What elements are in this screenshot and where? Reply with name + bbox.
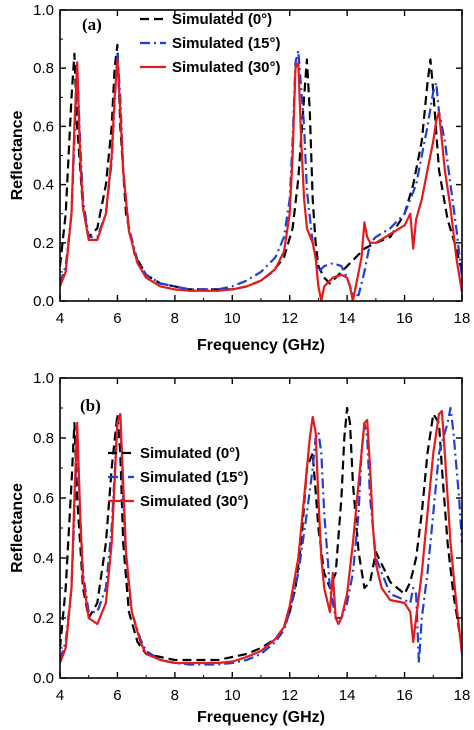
plot-frame bbox=[59, 9, 463, 302]
chart-panel-a: 4 6 8 10 12 14 16 18 0.0 0.2 0.4 0.6 0.8 1.0 Frequency… bbox=[9, 2, 470, 354]
series-line-0 bbox=[60, 406, 462, 662]
x-tick-label: 6 bbox=[113, 310, 121, 327]
y-tick-label: 0.8 bbox=[33, 430, 54, 447]
x-tick-label: 18 bbox=[454, 310, 471, 327]
x-tick-label: 12 bbox=[281, 310, 298, 327]
y-tick-label: 1.0 bbox=[33, 2, 54, 19]
y-tick-label: 1.0 bbox=[33, 370, 54, 387]
y-tick-label: 0.4 bbox=[33, 177, 54, 194]
series-line-1 bbox=[60, 49, 462, 297]
legend-label-1: Simulated (15°) bbox=[172, 35, 281, 52]
y-tick-label: 0.4 bbox=[33, 550, 54, 567]
series-line-2 bbox=[60, 58, 462, 301]
legend-label-0: Simulated (0°) bbox=[172, 11, 272, 28]
x-tick-label: 18 bbox=[454, 687, 471, 704]
y-tick-label: 0.6 bbox=[33, 118, 54, 135]
y-tick-label: 0.2 bbox=[33, 235, 54, 252]
legend-label-2: Simulated (30°) bbox=[140, 493, 249, 510]
x-tick-label: 16 bbox=[396, 687, 413, 704]
series-line-0 bbox=[60, 43, 462, 291]
y-axis-label: Reflectance bbox=[9, 483, 26, 573]
x-axis-label: Frequency (GHz) bbox=[197, 337, 325, 354]
x-axis-label: Frequency (GHz) bbox=[197, 709, 325, 726]
legend: Simulated (0°) Simulated (15°) Simulated (… bbox=[108, 445, 249, 510]
y-tick-label: 0.0 bbox=[33, 670, 54, 687]
x-tick-label: 4 bbox=[56, 310, 64, 327]
x-tick-label: 10 bbox=[224, 310, 241, 327]
legend-label-0: Simulated (0°) bbox=[140, 445, 240, 462]
x-tick-label: 8 bbox=[171, 310, 179, 327]
x-tick-label: 12 bbox=[281, 687, 298, 704]
legend-label-1: Simulated (15°) bbox=[140, 469, 249, 486]
series-line-2 bbox=[60, 409, 462, 665]
y-tick-label: 0.6 bbox=[33, 490, 54, 507]
legend: Simulated (0°) Simulated (15°) Simulated (… bbox=[140, 11, 281, 76]
x-tick-label: 8 bbox=[171, 687, 179, 704]
x-tick-label: 16 bbox=[396, 310, 413, 327]
y-axis-label: Reflectance bbox=[9, 110, 26, 200]
y-tick-label: 0.8 bbox=[33, 60, 54, 77]
chart-panel-b: 4 6 8 10 12 14 16 18 0.0 0.2 0.4 0.6 0.8 1.0 Frequency… bbox=[9, 370, 470, 726]
x-tick-label: 4 bbox=[56, 687, 64, 704]
y-tick-label: 0.0 bbox=[33, 293, 54, 310]
x-tick-label: 6 bbox=[113, 687, 121, 704]
legend-label-2: Simulated (30°) bbox=[172, 59, 281, 76]
x-tick-label: 10 bbox=[224, 687, 241, 704]
y-tick-label: 0.2 bbox=[33, 610, 54, 627]
x-tick-label: 14 bbox=[339, 687, 356, 704]
x-tick-label: 14 bbox=[339, 310, 356, 327]
panel-label: (b) bbox=[80, 396, 101, 415]
panel-label: (a) bbox=[82, 15, 102, 34]
